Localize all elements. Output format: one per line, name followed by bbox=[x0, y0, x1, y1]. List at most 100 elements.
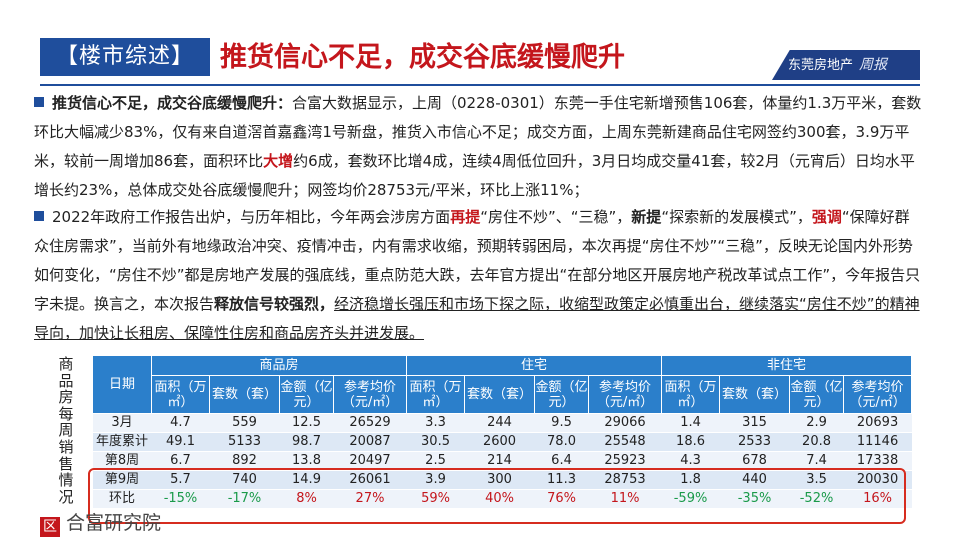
group-header-nonresidential: 非住宅 bbox=[661, 355, 913, 376]
subheader: 套数（套） bbox=[719, 375, 791, 414]
table-cell: 26529 bbox=[333, 413, 407, 433]
weekly-sales-table: 日期 商品房 住宅 非住宅 面积（万㎡） 套数（套） 金额（亿元） 参考均价（元… bbox=[92, 355, 913, 509]
para2-text-d: “保障好群众住房需求”，当前外有地缘政治冲突、疫情冲击，内有需求收缩，预期转弱困… bbox=[34, 208, 921, 313]
table-cell: 892 bbox=[209, 451, 280, 471]
table-cell: 29066 bbox=[588, 413, 662, 433]
table-cell: 1.4 bbox=[661, 413, 720, 433]
table-cell: 7.4 bbox=[789, 451, 844, 471]
square-bullet-icon bbox=[34, 97, 44, 107]
table-row: 年度累计 49.1 5133 98.7 20087 30.5 2600 78.0 25548 18… bbox=[92, 432, 912, 452]
table-cell: 8% bbox=[279, 489, 334, 509]
date-header: 日期 bbox=[92, 355, 152, 414]
table-cell: -52% bbox=[789, 489, 844, 509]
table-cell: 440 bbox=[719, 470, 790, 490]
paragraph-policy: 2022年政府工作报告出炉，与历年相比，今年两会涉房方面再提“房住不炒”、“三稳… bbox=[34, 203, 924, 348]
table-cell: 59% bbox=[406, 489, 465, 509]
subheader: 面积（万㎡） bbox=[151, 375, 210, 414]
table-cell: -35% bbox=[719, 489, 790, 509]
para2-bold-a: 新提 bbox=[631, 208, 662, 226]
footer-logo: 区合富研究院 bbox=[40, 508, 161, 538]
subheader: 面积（万㎡） bbox=[406, 375, 466, 414]
subheader: 参考均价（元/㎡） bbox=[588, 375, 663, 414]
table-cell: 6.4 bbox=[534, 451, 589, 471]
table-cell: 2.9 bbox=[789, 413, 844, 433]
subheader: 参考均价（元/㎡） bbox=[843, 375, 913, 414]
table-cell: 2533 bbox=[719, 432, 790, 452]
subheader: 参考均价（元/㎡） bbox=[332, 375, 408, 414]
table-cell: 20030 bbox=[843, 470, 912, 490]
table-cell: 1.8 bbox=[661, 470, 720, 490]
table-cell: 11146 bbox=[843, 432, 912, 452]
subheader: 套数（套） bbox=[464, 375, 536, 414]
table-cell: 11% bbox=[588, 489, 662, 509]
table-cell: 40% bbox=[464, 489, 535, 509]
subheader: 金额（亿元） bbox=[789, 375, 845, 414]
table-cell: 300 bbox=[464, 470, 535, 490]
table-cell: 49.1 bbox=[151, 432, 210, 452]
table-cell: 76% bbox=[534, 489, 589, 509]
brand-name: 东莞房地产 bbox=[788, 58, 854, 73]
highlight-box bbox=[88, 468, 906, 524]
table-cell: 25923 bbox=[588, 451, 662, 471]
table-cell: 5.7 bbox=[151, 470, 210, 490]
para2-text-b: “房住不炒”、“三稳”， bbox=[480, 208, 632, 226]
table-cell: 3.9 bbox=[406, 470, 465, 490]
table-cell: 559 bbox=[209, 413, 280, 433]
table-cell: 17338 bbox=[843, 451, 912, 471]
table-cell: 3.5 bbox=[789, 470, 844, 490]
table-cell: 26061 bbox=[333, 470, 407, 490]
table-cell: 11.3 bbox=[534, 470, 589, 490]
subheader: 套数（套） bbox=[209, 375, 280, 414]
table-cell: 4.7 bbox=[151, 413, 210, 433]
group-header-all: 商品房 bbox=[150, 355, 408, 376]
table-cell: 14.9 bbox=[279, 470, 334, 490]
paragraph-market-summary: 推货信心不足，成交谷底缓慢爬升：合富大数据显示，上周（0228-0301）东莞一… bbox=[34, 89, 924, 205]
para2-highlight-b: 强调 bbox=[811, 208, 842, 226]
row-label: 3月 bbox=[92, 413, 152, 433]
para1-highlight: 大增 bbox=[263, 152, 294, 170]
para1-lead: 推货信心不足，成交谷底缓慢爬升： bbox=[52, 94, 293, 112]
brand-badge: 东莞房地产 周报 bbox=[772, 50, 920, 80]
table-cell: 27% bbox=[333, 489, 407, 509]
brand-script: 周报 bbox=[859, 57, 888, 73]
row-label: 第9周 bbox=[92, 470, 152, 490]
table-cell: 9.5 bbox=[534, 413, 589, 433]
table-cell: 12.5 bbox=[279, 413, 334, 433]
para1-text-a: 合富大数据显示，上周（0228-0301）东莞一手住宅新增预售106套，体量约1… bbox=[34, 94, 922, 170]
logo-icon: 区 bbox=[40, 517, 60, 537]
square-bullet-icon bbox=[34, 211, 44, 221]
table-row: 环比 -15% -17% 8% 27% 59% 40% 76% 11% -59% -35% -52% 1… bbox=[92, 489, 912, 509]
group-header-residential: 住宅 bbox=[406, 355, 663, 376]
table-cell: 740 bbox=[209, 470, 280, 490]
table-cell: 16% bbox=[843, 489, 912, 509]
logo-text: 合富研究院 bbox=[66, 512, 162, 534]
table-cell: 2600 bbox=[464, 432, 535, 452]
row-label: 环比 bbox=[92, 489, 152, 509]
table-cell: 6.7 bbox=[151, 451, 210, 471]
section-tag: 【楼市综述】 bbox=[40, 38, 210, 76]
para2-highlight-a: 再提 bbox=[450, 208, 481, 226]
table-cell: -59% bbox=[661, 489, 720, 509]
para2-bold-b: 释放信号较强烈， bbox=[214, 295, 335, 313]
table-cell: 315 bbox=[719, 413, 790, 433]
table-cell: 678 bbox=[719, 451, 790, 471]
table-cell: 4.3 bbox=[661, 451, 720, 471]
table-cell: 30.5 bbox=[406, 432, 465, 452]
title-underline bbox=[40, 84, 920, 86]
page-title: 推货信心不足，成交谷底缓慢爬升 bbox=[220, 42, 625, 73]
para2-text-c: “探索新的发展模式”， bbox=[661, 208, 812, 226]
subheader: 金额（亿元） bbox=[279, 375, 334, 414]
table-cell: 5133 bbox=[209, 432, 280, 452]
table-cell: -17% bbox=[209, 489, 280, 509]
para2-underlined: 经济稳增长强压和市场下探之际，收缩型政策定必慎重出台，继续落实“房住不炒”的精神… bbox=[34, 295, 920, 342]
header-bar: 【楼市综述】 推货信心不足，成交谷底缓慢爬升 东莞房地产 周报 bbox=[40, 36, 920, 82]
table-cell: 20693 bbox=[843, 413, 912, 433]
table-cell: 28753 bbox=[588, 470, 662, 490]
table-row: 第9周 5.7 740 14.9 26061 3.9 300 11.3 28753 1.8 440 3… bbox=[92, 470, 912, 490]
table-cell: 98.7 bbox=[279, 432, 334, 452]
subheader: 金额（亿元） bbox=[534, 375, 590, 414]
table-cell: 13.8 bbox=[279, 451, 334, 471]
table-cell: -15% bbox=[151, 489, 210, 509]
table-cell: 20087 bbox=[333, 432, 407, 452]
table-cell: 2.5 bbox=[406, 451, 465, 471]
